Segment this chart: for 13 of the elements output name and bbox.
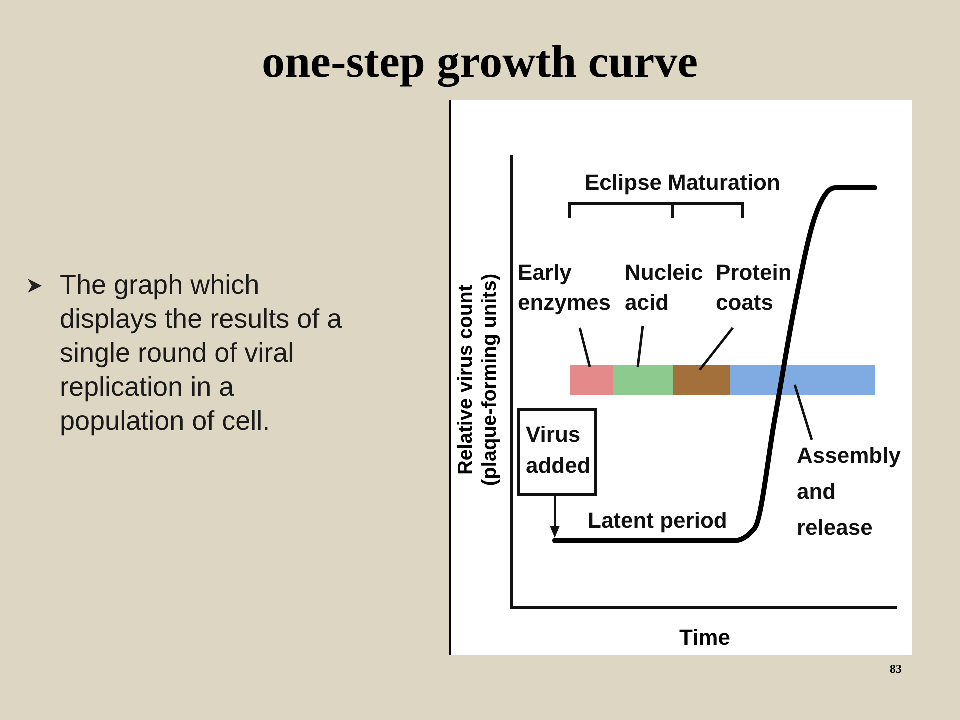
chart-title: one-step growth curve: [262, 36, 698, 88]
text: The graph which displays the results of a single round of viral replication in a population of cell.: [60, 270, 344, 436]
annotation: Assembly and release: [797, 443, 902, 540]
annotation: Protein coats: [716, 260, 792, 315]
annotation: Latent period: [588, 508, 728, 533]
y-axis-title: Relative virus count (plaque-forming units): [455, 274, 501, 486]
annotation: Eclipse: [585, 170, 662, 195]
annotation: Maturation: [668, 170, 780, 195]
annotation: Virus added: [526, 422, 591, 478]
annotation: Early enzymes: [518, 260, 611, 315]
text: 83: [890, 662, 902, 676]
annotation: Nucleic acid: [625, 260, 704, 315]
x-axis-title: Time: [680, 625, 730, 650]
